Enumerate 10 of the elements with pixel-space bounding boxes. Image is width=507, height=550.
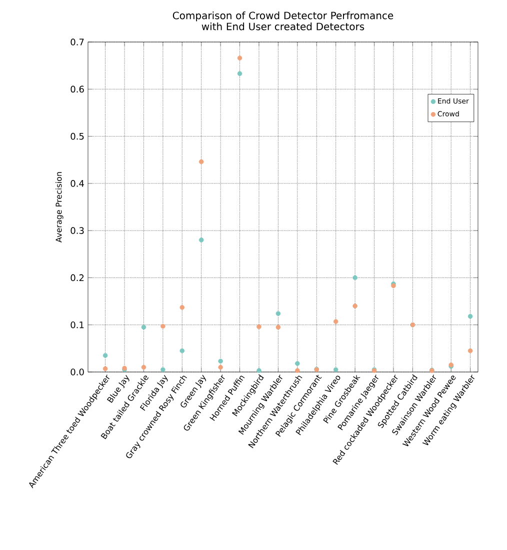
y-tick-label: 0.2 — [70, 274, 84, 282]
y-tick-label: 0.0 — [70, 368, 84, 376]
y-tick-label: 0.4 — [70, 180, 84, 187]
chart-title: Comparison of Crowd Detector Perfromance with End User created Detectors — [172, 12, 394, 30]
y-tick-label: 0.5 — [70, 132, 84, 140]
y-tick-label: 0.1 — [70, 321, 84, 328]
y-axis-title: Average Precision — [56, 172, 64, 242]
y-tick-label: 0.7 — [70, 38, 84, 46]
y-tick-label: 0.6 — [70, 86, 84, 93]
y-tick-label: 0.3 — [70, 227, 84, 234]
